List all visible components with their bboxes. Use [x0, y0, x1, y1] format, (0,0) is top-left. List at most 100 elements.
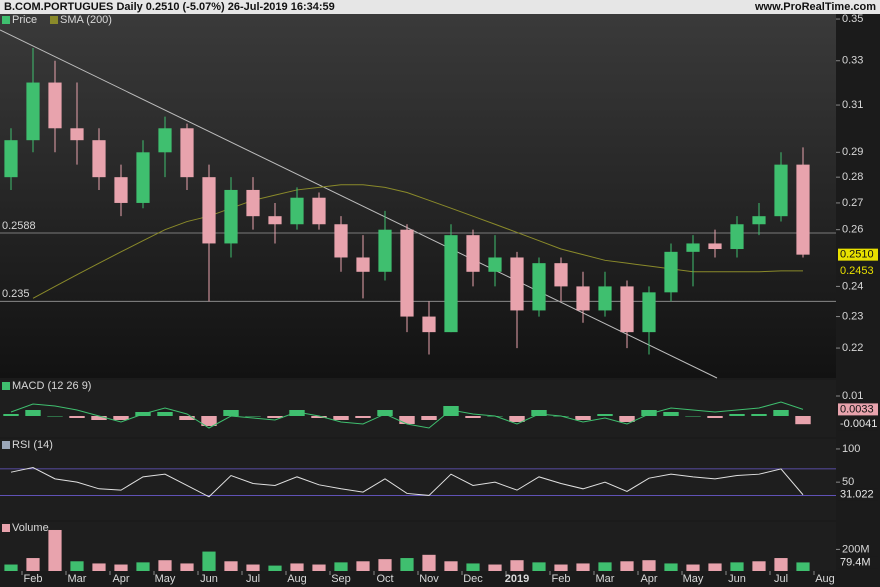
histogram-bar [267, 416, 283, 418]
volume-bar [708, 563, 722, 571]
histogram-bar [311, 416, 327, 418]
x-tick-label: Feb [24, 573, 43, 585]
histogram-bar [245, 416, 261, 417]
histogram-bar [113, 416, 129, 420]
candle-body [620, 286, 634, 333]
volume-bar [136, 562, 150, 571]
histogram-bar [619, 416, 635, 422]
x-tick-label: Jul [246, 573, 260, 585]
volume-bar [70, 561, 84, 571]
volume-bar [202, 551, 216, 571]
volume-bar [356, 561, 370, 571]
candle-body [378, 229, 392, 272]
candle-body [224, 189, 238, 244]
y-tick-label: 0.31 [842, 99, 863, 111]
x-tick-label: 2019 [505, 573, 529, 585]
candle-body [4, 140, 18, 178]
legend-label: Price [12, 14, 37, 26]
value-badge-label: 0.2510 [840, 249, 874, 261]
volume-bar [444, 561, 458, 571]
x-tick-label: Oct [376, 573, 393, 585]
candle-body [598, 286, 612, 311]
x-tick-label: Aug [287, 573, 307, 585]
y-tick-label: 0.29 [842, 146, 863, 158]
candle-body [180, 128, 194, 178]
volume-bar [554, 564, 568, 571]
y-tick-label: 0.27 [842, 197, 863, 209]
legend-swatch [50, 16, 58, 24]
value-badge-label: 79.4M [840, 556, 871, 568]
value-badge-label: 31.022 [840, 489, 874, 501]
histogram-bar [179, 416, 195, 420]
candle-body [554, 263, 568, 287]
histogram-bar [773, 410, 789, 416]
histogram-bar [663, 412, 679, 416]
volume-bar [48, 529, 62, 571]
histogram-bar [443, 406, 459, 416]
y-tick-label: 0.01 [842, 390, 863, 402]
candle-body [290, 197, 304, 225]
macd-pane [0, 380, 836, 437]
histogram-bar [223, 410, 239, 416]
candle-body [708, 243, 722, 250]
volume-bar [290, 563, 304, 571]
y-tick-label: 0.22 [842, 342, 863, 354]
volume-bar [400, 558, 414, 571]
histogram-bar [575, 416, 591, 420]
volume-bar [312, 564, 326, 571]
volume-bar [246, 564, 260, 571]
volume-bar [224, 561, 238, 571]
x-tick-label: Mar [596, 573, 615, 585]
candle-body [466, 235, 480, 272]
candle-body [356, 257, 370, 272]
y-tick-label: 0.26 [842, 224, 863, 236]
x-tick-label: Jul [774, 573, 788, 585]
legend-label: SMA (200) [60, 14, 112, 26]
histogram-bar [289, 410, 305, 416]
histogram-bar [421, 416, 437, 420]
rsi-pane [0, 439, 836, 520]
x-tick-label: May [155, 573, 176, 585]
x-tick-label: Feb [552, 573, 571, 585]
histogram-bar [333, 416, 349, 420]
volume-bar [752, 561, 766, 571]
histogram-bar [465, 416, 481, 418]
macd-line [10, 401, 804, 429]
candle-body [48, 82, 62, 129]
trendline [0, 29, 718, 379]
histogram-bar [641, 410, 657, 416]
source: www.ProRealTime.com [754, 1, 876, 13]
histogram-bar [531, 410, 547, 416]
chart-title: B.COM.PORTUGUES Daily 0.2510 (-5.07%) 26… [4, 1, 335, 13]
x-tick-label: Dec [463, 573, 483, 585]
histogram-bar [707, 416, 723, 418]
histogram-bar [355, 416, 371, 418]
volume-bar [4, 564, 18, 571]
value-badge [838, 556, 878, 569]
value-badge-label: -0.0041 [840, 418, 877, 430]
volume-bar [620, 561, 634, 571]
candle-body [114, 177, 128, 203]
candle-body [422, 316, 436, 333]
histogram-bar [377, 410, 393, 416]
candle-body [642, 292, 656, 333]
histogram-bar [685, 416, 701, 417]
x-tick-label: Aug [815, 573, 835, 585]
pane-title: Volume [12, 522, 49, 534]
header-bar [0, 0, 880, 14]
volume-bar [158, 560, 172, 571]
value-badge [838, 264, 878, 277]
candle-body [576, 286, 590, 311]
candle-body [686, 243, 700, 252]
candle-body [532, 263, 546, 311]
volume-bar [378, 559, 392, 571]
volume-bar [92, 563, 106, 571]
candle-body [488, 257, 502, 272]
volume-bar [422, 554, 436, 571]
candle-body [92, 140, 106, 178]
value-badge [838, 403, 878, 416]
candle-body [400, 229, 414, 317]
x-tick-label: Mar [68, 573, 87, 585]
volume-bar [664, 563, 678, 571]
